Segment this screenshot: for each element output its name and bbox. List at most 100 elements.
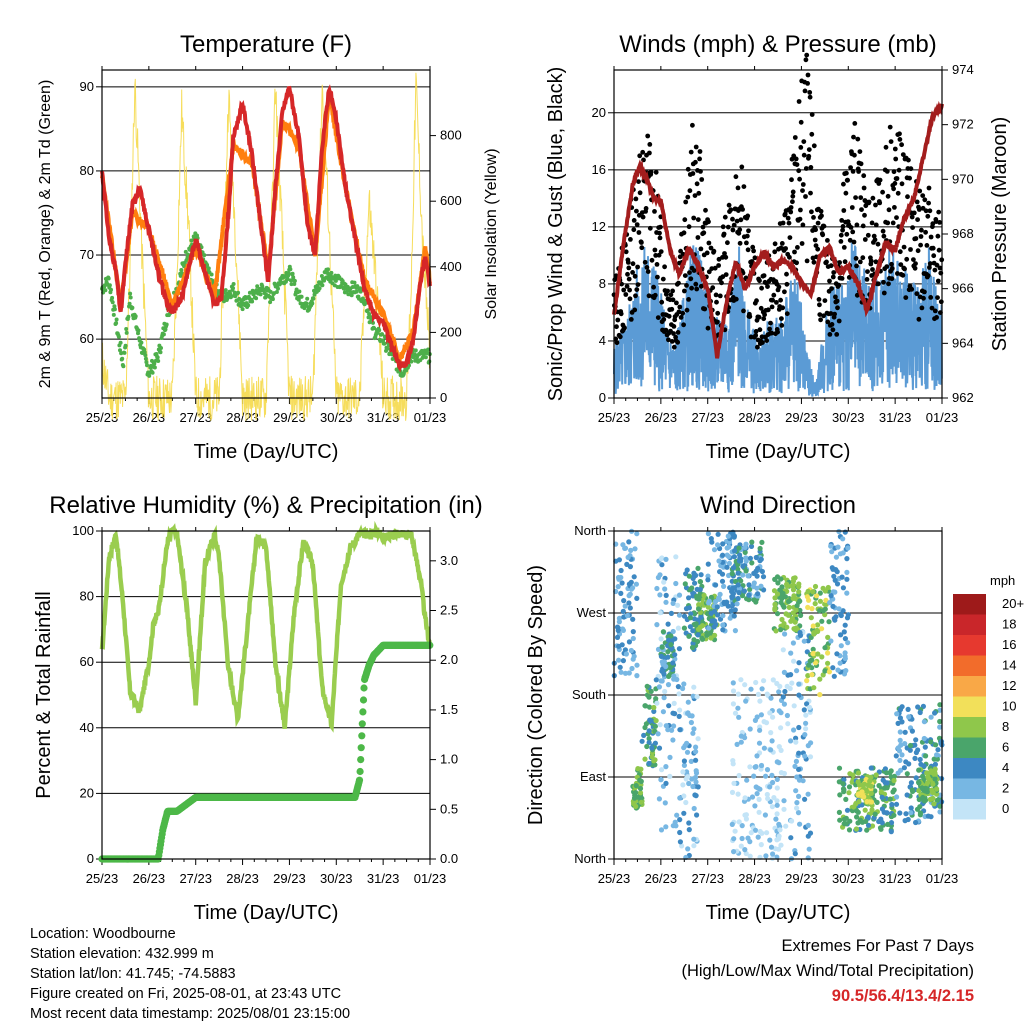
- figure-created: Figure created on Fri, 2025-08-01, at 23…: [30, 986, 342, 1002]
- gust-point: [631, 218, 637, 223]
- direction-point: [793, 788, 799, 794]
- gust-point: [841, 208, 847, 213]
- gust-point: [750, 244, 756, 250]
- y2-tick-label: 2.0: [440, 652, 458, 667]
- gust-point: [653, 253, 659, 258]
- direction-point: [853, 826, 860, 832]
- direction-point: [672, 711, 678, 717]
- y2-tick-label: 968: [952, 226, 974, 241]
- direction-point: [677, 839, 684, 845]
- td-point: [372, 326, 377, 331]
- gust-point: [790, 199, 795, 205]
- direction-point: [752, 764, 758, 770]
- direction-point: [830, 665, 836, 671]
- gust-point: [720, 224, 726, 230]
- direction-point: [737, 552, 743, 558]
- td-point: [329, 270, 334, 275]
- direction-point: [637, 790, 644, 796]
- y-tick-label: 90: [80, 79, 94, 94]
- gust-point: [891, 186, 896, 192]
- direction-point: [753, 679, 759, 686]
- gust-point: [643, 206, 649, 211]
- gust-point: [817, 312, 823, 317]
- direction-point: [769, 772, 775, 779]
- direction-point: [748, 686, 754, 692]
- direction-point: [634, 531, 640, 537]
- direction-point: [670, 660, 676, 666]
- colorbar-label: 2: [1002, 781, 1009, 796]
- direction-point: [721, 583, 727, 590]
- td-point: [268, 289, 273, 294]
- direction-point: [902, 729, 908, 735]
- gust-point: [850, 229, 856, 235]
- direction-point: [639, 738, 645, 744]
- direction-point: [618, 590, 624, 597]
- gust-point: [652, 209, 657, 214]
- gust-point: [819, 213, 824, 219]
- gust-point: [884, 169, 890, 174]
- direction-point: [691, 637, 697, 643]
- gust-point: [873, 202, 878, 208]
- gust-point: [786, 220, 792, 226]
- gust-point: [764, 338, 770, 343]
- direction-point: [663, 764, 669, 770]
- direction-point: [763, 853, 769, 859]
- gust-point: [746, 228, 751, 234]
- direction-point: [732, 628, 739, 634]
- td-point: [352, 280, 357, 285]
- gust-point: [639, 245, 645, 251]
- gust-point: [845, 177, 850, 183]
- td-point: [106, 276, 111, 281]
- gust-point: [896, 167, 902, 173]
- direction-point: [809, 657, 815, 663]
- direction-point: [651, 758, 657, 764]
- direction-point: [626, 639, 633, 645]
- gust-point: [841, 245, 847, 250]
- gust-point: [682, 288, 687, 294]
- td-point: [206, 266, 211, 271]
- direction-point: [658, 636, 664, 642]
- td-point: [326, 267, 330, 272]
- td-point: [320, 283, 325, 288]
- direction-point: [872, 811, 878, 817]
- direction-point: [626, 670, 632, 676]
- direction-point: [920, 773, 926, 780]
- direction-point: [657, 572, 663, 578]
- td-point: [114, 321, 119, 326]
- direction-point: [769, 855, 776, 861]
- direction-point: [770, 677, 776, 683]
- direction-point: [817, 590, 823, 596]
- gust-point: [871, 233, 877, 239]
- direction-point: [676, 612, 683, 618]
- gust-point: [868, 258, 874, 264]
- gust-point: [870, 267, 875, 272]
- gust-point: [852, 152, 857, 158]
- gust-point: [925, 213, 931, 219]
- gust-point: [783, 246, 788, 251]
- gust-point: [851, 239, 857, 245]
- gust-point: [721, 231, 727, 237]
- gust-point: [774, 300, 779, 305]
- direction-point: [759, 568, 766, 575]
- gust-point: [794, 162, 800, 168]
- direction-point: [829, 549, 835, 555]
- direction-point: [806, 846, 812, 852]
- direction-point: [632, 546, 638, 552]
- direction-point: [935, 747, 941, 753]
- direction-point: [659, 562, 665, 568]
- direction-point: [706, 600, 712, 606]
- gust-point: [899, 142, 904, 148]
- gust-point: [681, 322, 686, 328]
- direction-point: [670, 628, 676, 635]
- direction-point: [796, 724, 802, 731]
- direction-point: [895, 770, 901, 776]
- direction-point: [927, 796, 934, 803]
- direction-point: [820, 608, 826, 614]
- direction-point: [894, 711, 900, 717]
- direction-point: [688, 586, 694, 592]
- x-tick-label: 25/23: [86, 871, 119, 886]
- direction-point: [796, 766, 802, 773]
- direction-point: [628, 647, 634, 654]
- colorbar-title: mph: [990, 573, 1015, 588]
- direction-point: [695, 626, 702, 632]
